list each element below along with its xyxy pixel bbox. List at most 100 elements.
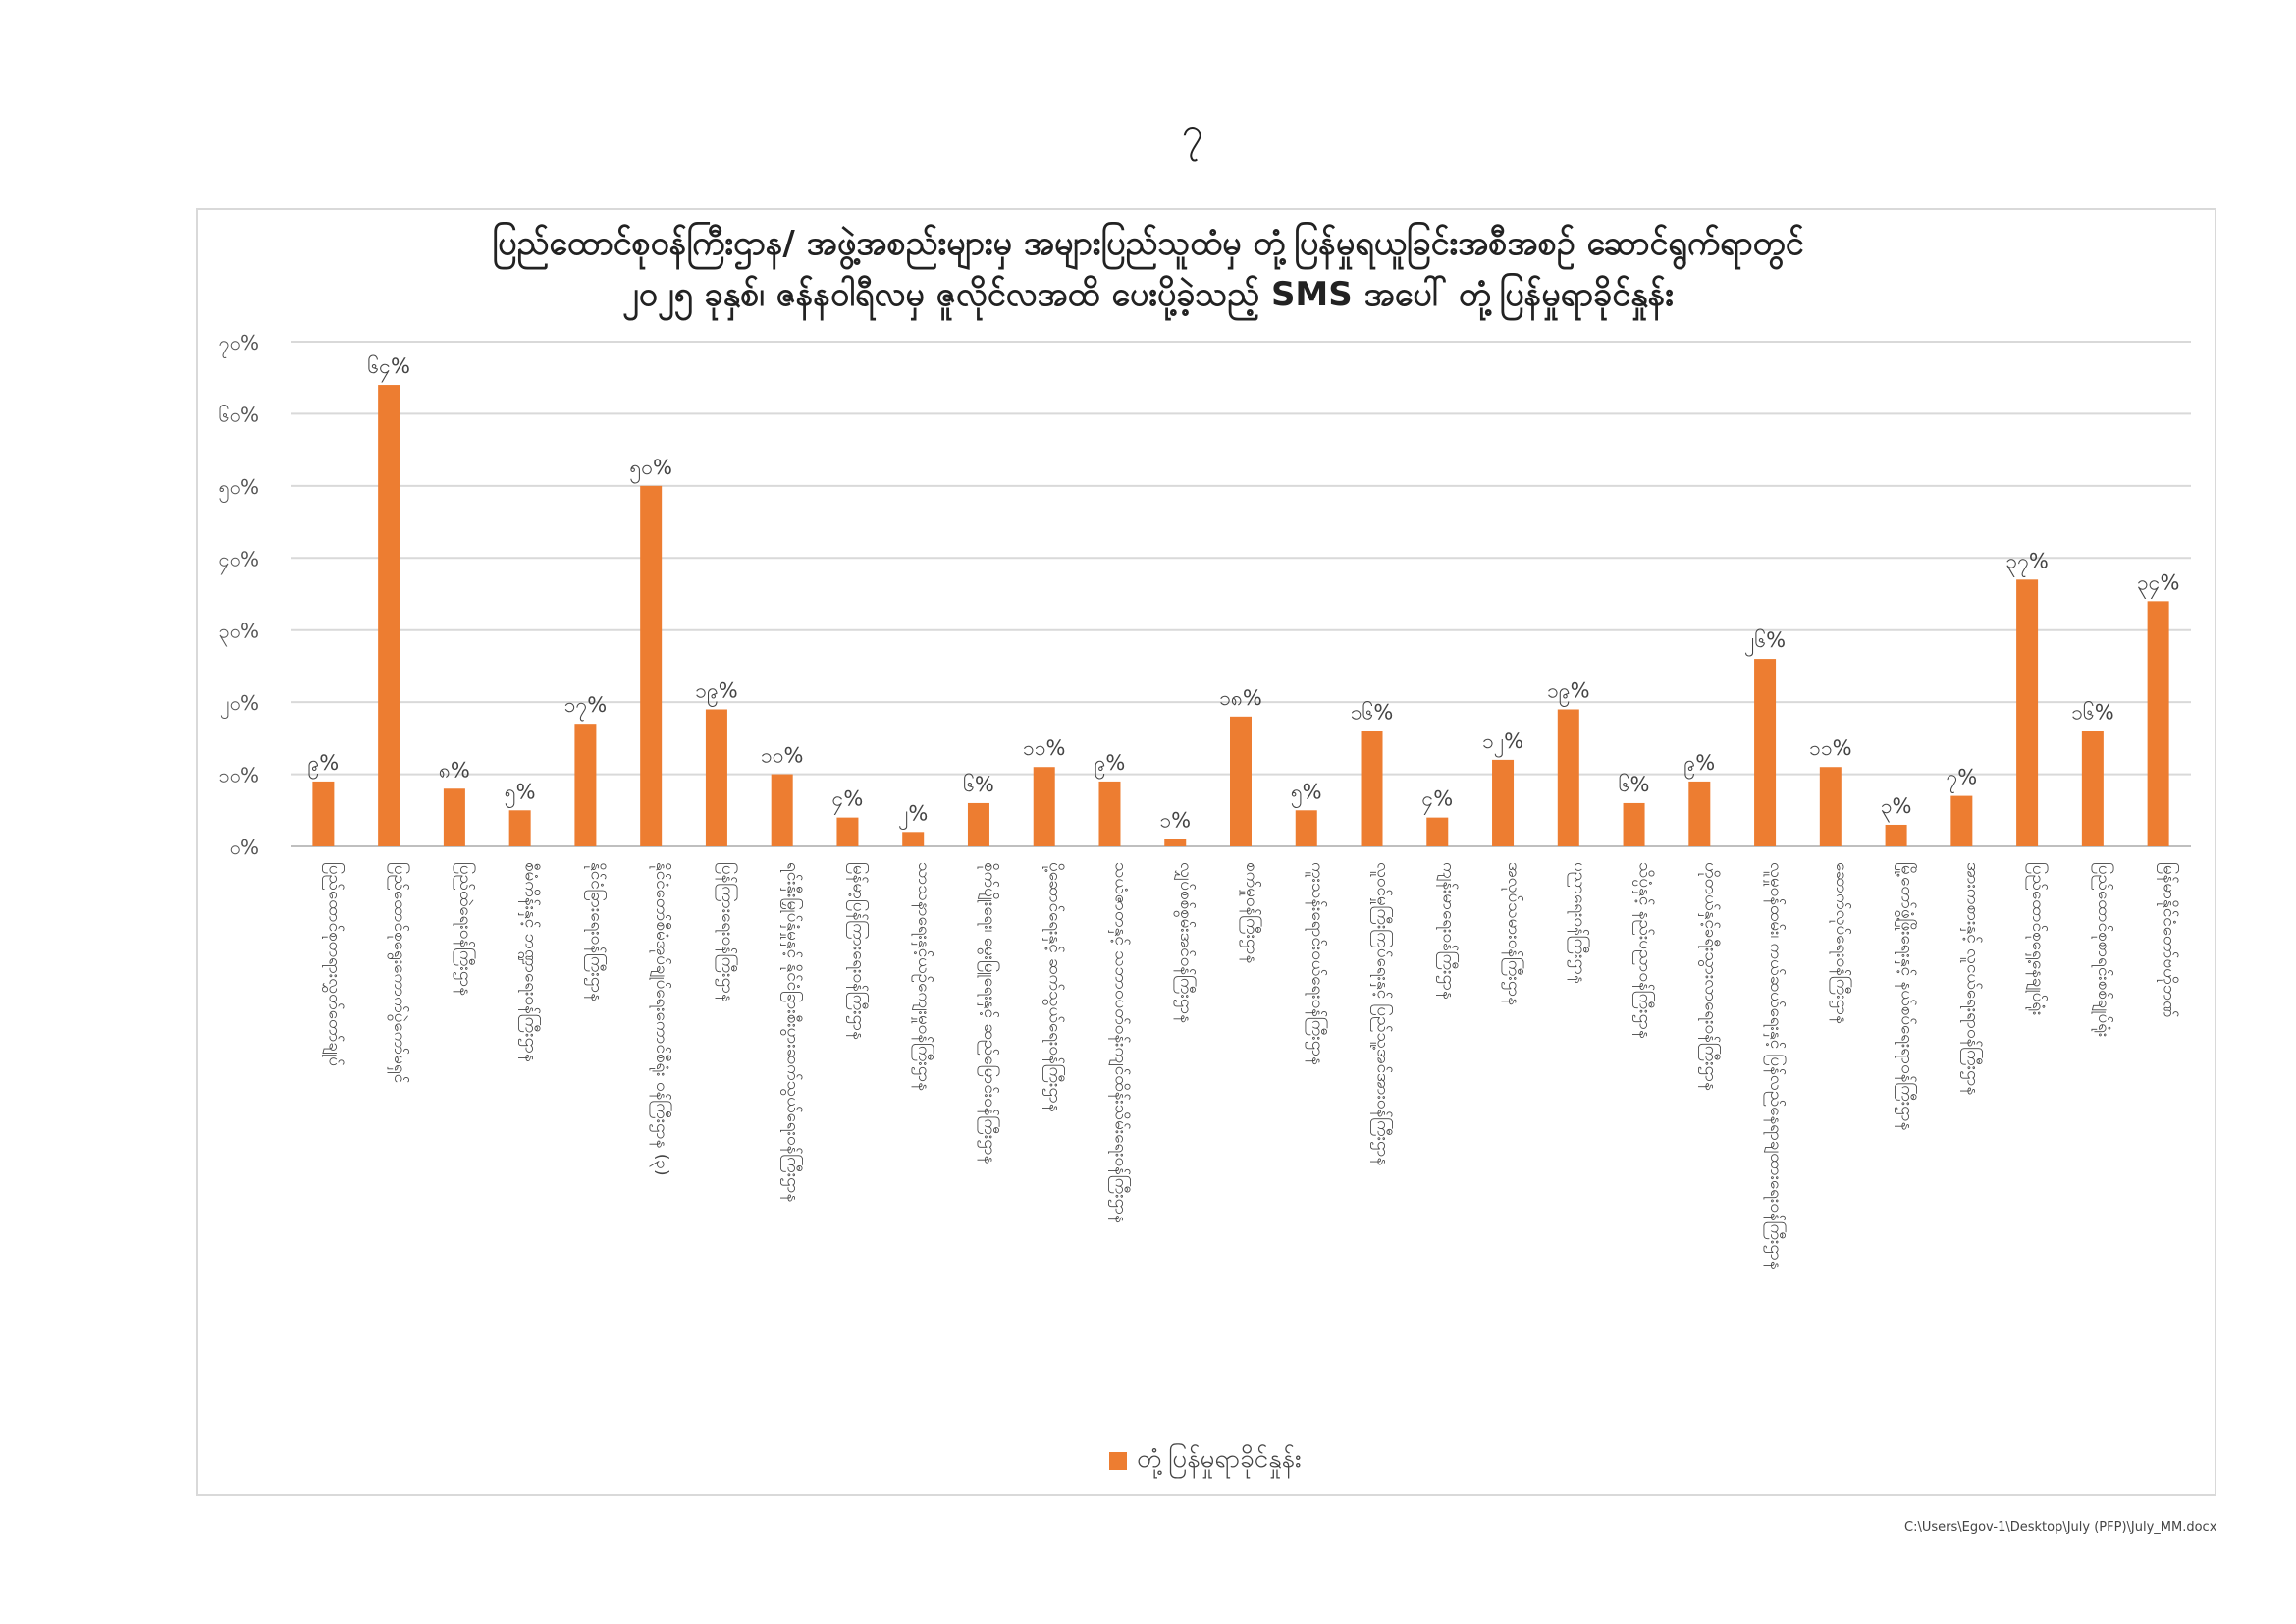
bar [836, 817, 859, 846]
bar [2081, 731, 2104, 846]
bar [771, 774, 793, 846]
data-label: ၄% [832, 787, 864, 816]
bar [902, 832, 925, 846]
x-tick-label: အားကစားနှင့် လူငယ်ရေးရာဝန်ကြီးဌာန [1959, 862, 1984, 1095]
bar [1885, 824, 1907, 846]
y-tick-label: ၃၀% [218, 620, 259, 647]
legend-swatch [1109, 1451, 1127, 1470]
x-tick-label: အလုပ်သမားဝန်ကြီးဌာန [1501, 862, 1525, 1005]
x-tick-label: ပြည်ထောင်စုစာရင်းစစ်ချုပ်ရုံး [2091, 862, 2115, 1037]
x-tick-label: မြို့တော်ဖွံ့ဖြိုးရေးနှင့် နယ်စပ်ရေးရာဝန… [1895, 862, 1919, 1130]
bar [1164, 839, 1187, 846]
data-label: ၁% [1159, 809, 1191, 833]
bar [2147, 601, 2169, 846]
x-tick-label: နိုင်ငံတော်စီမံအုပ်ချုပ်ရေးကောင်စီရုံး ဝ… [649, 862, 673, 1176]
bar [1098, 781, 1121, 846]
x-tick-label: မြန်မာ့ပြန်ကြားရေးဝန်ကြီးဌာန [845, 862, 870, 1040]
bar [640, 485, 663, 846]
x-tick-label: နိုင်ငံခြားရေးဝန်ကြီးဌာန [583, 862, 608, 1001]
bar [1623, 802, 1645, 846]
bar [1361, 731, 1383, 846]
x-tick-label: ကူးသန်းရောင်းဝယ်ရေးဝန်ကြီးဌာန [1305, 862, 1329, 1065]
data-label: ၁၀% [761, 744, 804, 768]
data-label: ၄% [1421, 787, 1453, 816]
data-label: ၁၁% [1809, 736, 1852, 760]
x-tick-label: ပြည်ထောင်စုရွေးကောက်ပွဲကော်မရှင် [387, 862, 411, 1083]
y-tick-label: ၇၀% [218, 331, 259, 358]
data-label: ၅၀% [629, 456, 672, 484]
data-label: ၃၄% [2137, 570, 2180, 599]
x-tick-label: ဆောက်လုပ်ရေးဝန်ကြီးဌာန [1829, 862, 1853, 1024]
data-label: ၈% [439, 758, 470, 782]
x-tick-label: စက်မှုဝန်ကြီးဌာန [1239, 862, 1263, 963]
bar [1819, 767, 1842, 846]
bar [1230, 716, 1252, 846]
bar [967, 802, 989, 846]
bar [1557, 709, 1579, 846]
data-label: ၇% [1946, 766, 1977, 794]
x-tick-label: သယံဇာတနှင့် သဘာဝပတ်ဝန်းကျင်ထိန်းသိမ်းရေး… [1107, 862, 1132, 1223]
data-label: ၂၆% [1744, 627, 1786, 657]
x-tick-label: စိုက်ပျိုးရေး၊ မွေးမြူရေးနှင့် ဆည်မြောင်… [977, 862, 1001, 1164]
data-label: ၁၇% [564, 693, 608, 722]
bar [705, 709, 727, 846]
bar [508, 810, 531, 846]
y-tick-label: ၄၀% [218, 547, 259, 574]
y-tick-label: ၂၀% [220, 691, 259, 719]
footer-file-path: C:\Users\Egov-1\Desktop\July (PFP)\July_… [1904, 1520, 2217, 1535]
data-label: ၁၁% [1023, 736, 1066, 760]
x-tick-label: ပြည်ထောင်စုတရားလွှတ်တော်ချုပ် [321, 862, 346, 1066]
x-tick-label: လူမှုဝန်ထမ်း၊ ကယ်ဆယ်ရေးနှင့် ပြန်လည်နေရာ… [1763, 862, 1788, 1270]
chart-legend: တုံ့ပြန်မှုရာခိုင်နှုန်း [1109, 1441, 1302, 1480]
x-tick-label: ရင်းနှီးမြှုပ်နှံမှုနှင့် နိုင်ငံခြားစီး… [780, 862, 805, 1202]
x-tick-label: ပြည်ထောင်စုရှေ့နေချုပ်ရုံး [2025, 862, 2050, 1015]
y-tick-label: ၀% [230, 836, 259, 859]
page-number: ၇ [1181, 109, 1204, 154]
data-label: ၃% [1881, 794, 1912, 823]
data-label: ၆% [963, 772, 994, 796]
x-tick-label: သာသနာရေးနှင့်ယဉ်ကျေးမှုဝန်ကြီးဌာန [911, 862, 935, 1091]
y-tick-label: ၁၀% [218, 764, 259, 787]
x-tick-label: ပို့ဆောင်ရေးနှင့် ဆက်သွယ်ရေးဝန်ကြီးဌာန [1042, 862, 1067, 1112]
data-label: ၁၆% [1351, 700, 1394, 725]
x-tick-label: ပြန်ကြားရေးဝန်ကြီးဌာန [715, 862, 739, 1002]
y-tick-label: ၆၀% [218, 403, 259, 426]
x-tick-label: လူဝင်မှုကြီးကြပ်ရေးနှင့် ပြည်သူ့အင်အားဝန… [1370, 862, 1395, 1165]
chart-title-line-1: ပြည်ထောင်စုဝန်ကြီးဌာန/ အဖွဲ့အစည်းများမှ … [492, 224, 1804, 263]
x-tick-label: မြန်မာနိုင်ငံတော်ဗဟိုဘဏ် [2157, 862, 2181, 1017]
x-tick-label: ဟိုတယ်နှင့်ခရီးသွားလာရေးဝန်ကြီးဌာန [1697, 862, 1722, 1091]
bar [1426, 817, 1449, 846]
x-tick-label: သိပ္ပံနှင့် နည်းပညာဝန်ကြီးဌာန [1632, 862, 1657, 1039]
bar [378, 385, 400, 846]
legend-label: တုံ့ပြန်မှုရာခိုင်နှုန်း [1137, 1444, 1302, 1474]
data-label: ၃၇% [2005, 549, 2049, 577]
bar [1492, 759, 1515, 846]
data-label: ၅% [505, 780, 536, 808]
chart-title-line-2: ၂၀၂၅ ခုနှစ်၊ ဇန်နဝါရီလမှ ဇူလိုင်လအထိ ပေး… [622, 275, 1674, 314]
data-label: ၂% [898, 801, 928, 830]
x-tick-label: စီမံကိန်းနှင့် ဘဏ္ဍာရေးဝန်ကြီးဌာန [518, 862, 543, 1062]
x-tick-label: ပညာရေးဝန်ကြီးဌာန [1567, 862, 1591, 984]
x-tick-label: ကျန်းမာရေးဝန်ကြီးဌာန [1435, 862, 1460, 1000]
bar [443, 788, 465, 846]
data-label: ၅% [1291, 780, 1322, 808]
bar [312, 781, 335, 846]
bar [1950, 795, 1973, 846]
x-tick-label: ပြည်ထဲရေးဝန်ကြီးဌာန [453, 862, 477, 996]
y-tick-label: ၅၀% [218, 475, 259, 503]
bar [1688, 781, 1711, 846]
data-label: ၁၆% [2071, 700, 2114, 725]
data-label: ၆% [1619, 772, 1650, 796]
bar [574, 724, 597, 846]
chart-frame [196, 208, 2216, 1496]
bar [1295, 810, 1317, 846]
x-tick-label: လျှပ်စစ်စွမ်းအင်ဝန်ကြီးဌာန [1173, 862, 1198, 1023]
data-label: ၁၈% [1219, 686, 1262, 710]
data-label: ၆၄% [367, 353, 410, 383]
bar [1033, 767, 1055, 846]
chart-title: ပြည်ထောင်စုဝန်ကြီးဌာန/ အဖွဲ့အစည်းများမှ … [0, 218, 2296, 320]
data-label: ၁၂% [1482, 730, 1523, 758]
bar [2016, 579, 2039, 846]
bar [1754, 659, 1777, 846]
